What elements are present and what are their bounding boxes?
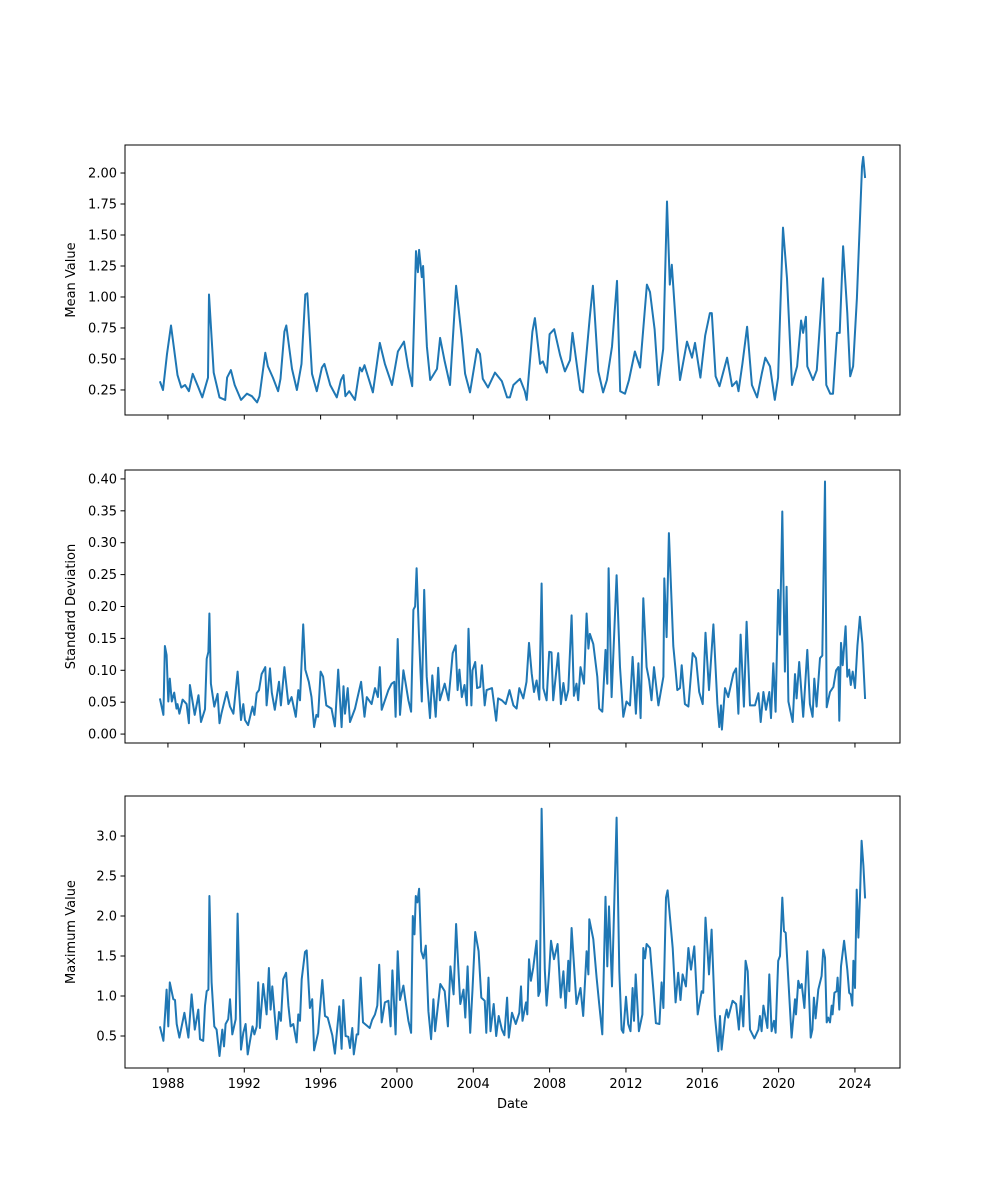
y-tick-label: 0.05: [88, 696, 117, 711]
x-tick-label: 2000: [380, 1077, 413, 1092]
x-tick-label: 2004: [457, 1077, 490, 1092]
y-tick-label: 1.0: [96, 990, 117, 1005]
std-panel: 0.00 0.05 0.10 0.15 0.20 0.25 0.30 0.35 0.40 Stan…: [64, 469, 901, 748]
x-axis-label: Date: [497, 1097, 528, 1112]
y-tick-label: 0.30: [88, 536, 117, 551]
x-tick-label: 1992: [228, 1077, 261, 1092]
y-tick-label: 0.35: [88, 504, 117, 519]
max-y-axis-label: Maximum Value: [64, 880, 79, 984]
max-panel: 0.5 1.0 1.5 2.0 2.5 3.0 1988 1992 1996 2000 2004 20…: [64, 795, 901, 1092]
x-tick-label: 1996: [304, 1077, 337, 1092]
y-tick-label: 0.00: [88, 728, 117, 743]
mean-y-axis-label: Mean Value: [64, 242, 79, 317]
y-tick-label: 0.50: [88, 352, 117, 367]
y-tick-label: 1.00: [88, 290, 117, 305]
y-tick-label: 0.25: [88, 568, 117, 583]
mean-panel: 0.25 0.50 0.75 1.00 1.25 1.50 1.75 2.00 Mean Val…: [64, 144, 901, 420]
x-tick-label: 2024: [838, 1077, 871, 1092]
y-tick-label: 1.25: [88, 259, 117, 274]
y-tick-label: 3.0: [96, 830, 117, 845]
y-tick-label: 2.5: [96, 870, 117, 885]
mean-axes-frame: [124, 144, 901, 416]
y-tick-label: 0.10: [88, 664, 117, 679]
x-tick-label: 2016: [686, 1077, 719, 1092]
y-tick-label: 1.50: [88, 229, 117, 244]
y-tick-label: 1.5: [96, 950, 117, 965]
y-tick-label: 0.20: [88, 600, 117, 615]
x-tick-label: 2008: [533, 1077, 566, 1092]
y-tick-label: 1.75: [88, 198, 117, 213]
y-tick-label: 0.25: [88, 383, 117, 398]
mean-series-line: [158, 155, 867, 404]
y-tick-label: 2.0: [96, 910, 117, 925]
x-tick-label: 2012: [609, 1077, 642, 1092]
y-tick-label: 0.75: [88, 321, 117, 336]
y-tick-label: 0.40: [88, 472, 117, 487]
y-tick-label: 2.00: [88, 167, 117, 182]
std-y-axis-label: Standard Deviation: [64, 544, 79, 669]
max-series-line: [158, 807, 867, 1057]
max-axes-frame: [124, 795, 901, 1069]
y-tick-label: 0.15: [88, 632, 117, 647]
x-tick-label: 1988: [151, 1077, 184, 1092]
std-series-line: [158, 480, 867, 731]
y-tick-label: 0.5: [96, 1030, 117, 1045]
x-tick-label: 2020: [762, 1077, 795, 1092]
